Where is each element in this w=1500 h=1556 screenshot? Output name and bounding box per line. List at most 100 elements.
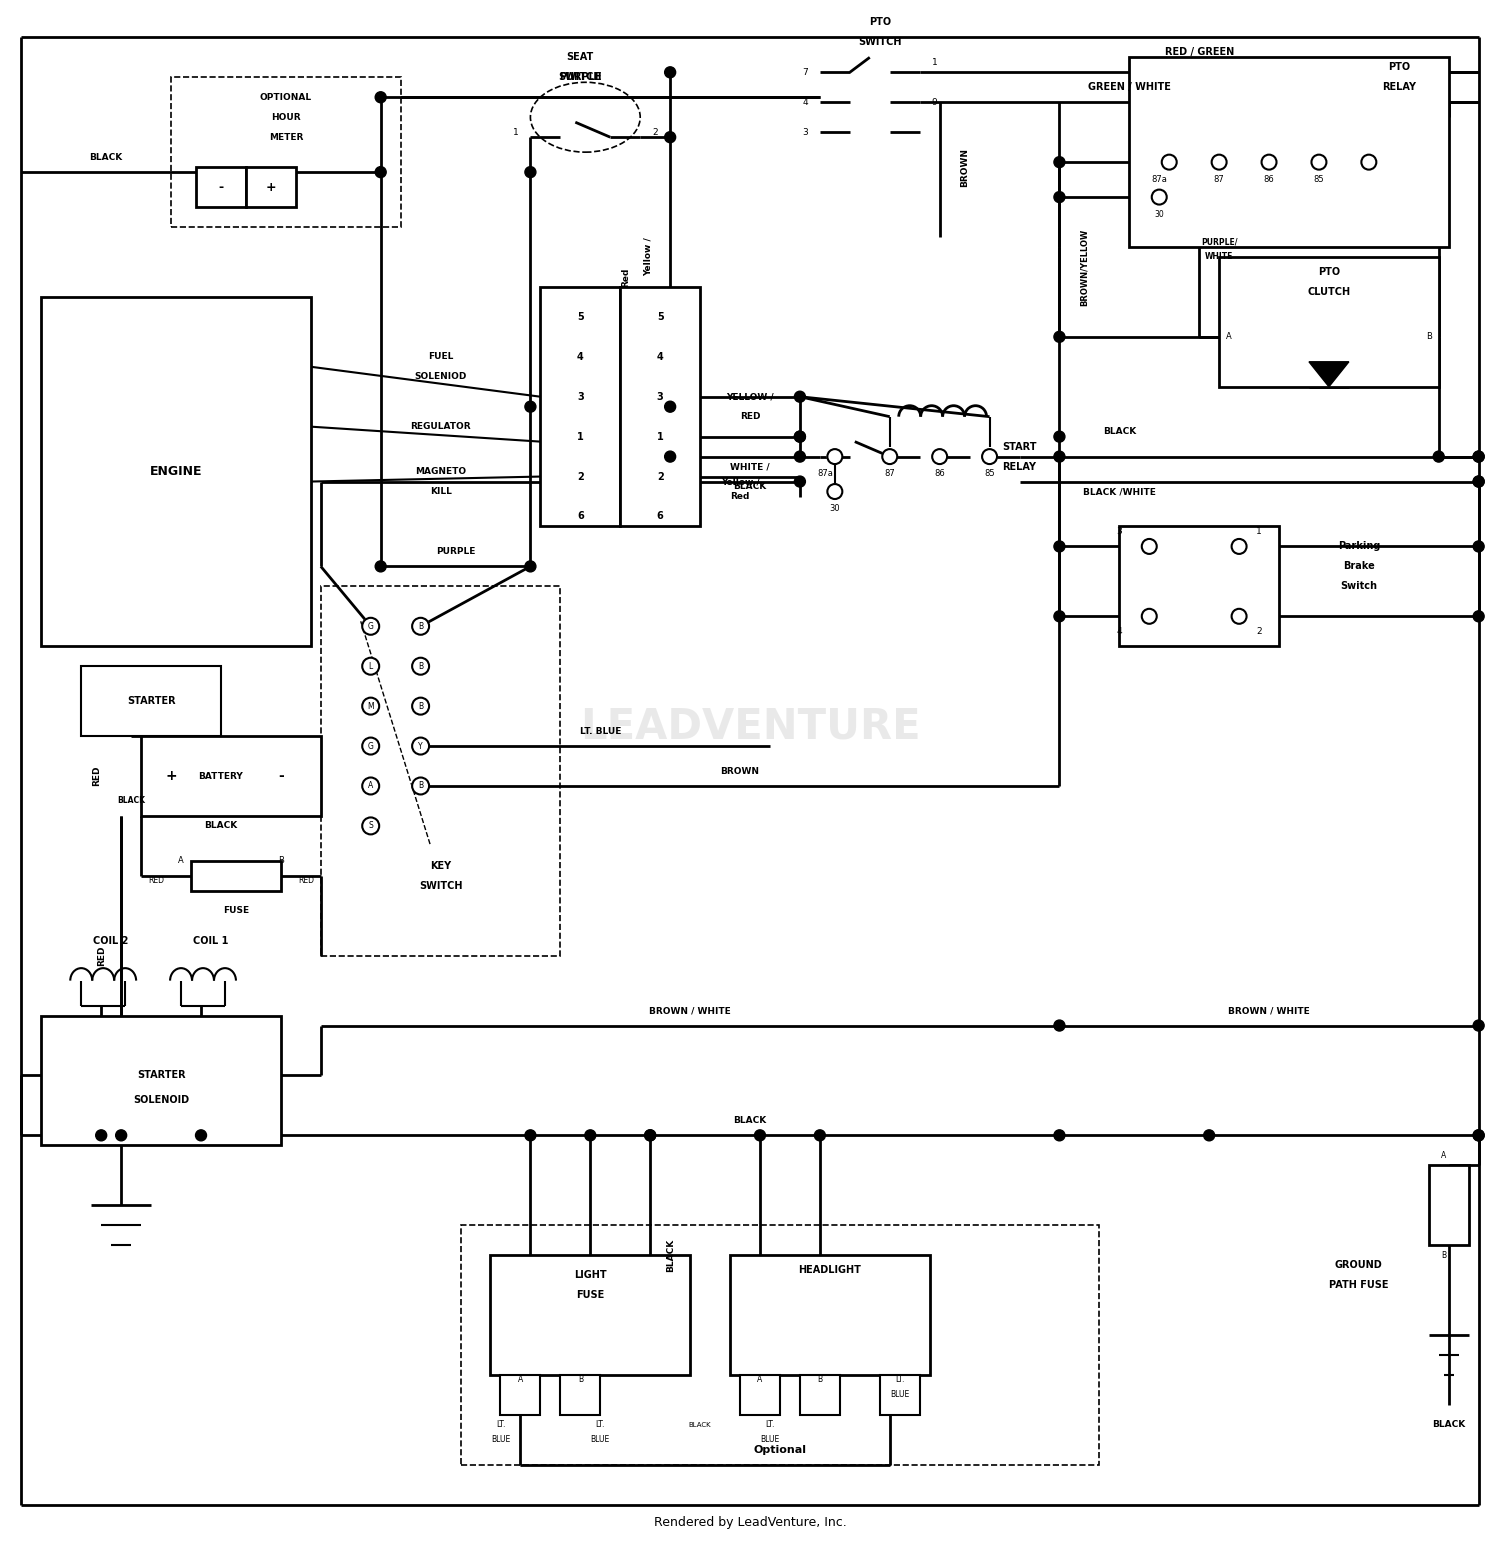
Text: B: B xyxy=(1442,1251,1446,1260)
Text: S: S xyxy=(369,822,374,831)
Text: 30: 30 xyxy=(830,504,840,513)
Text: SEAT: SEAT xyxy=(567,53,594,62)
Text: Y: Y xyxy=(419,742,423,750)
Text: B: B xyxy=(1426,333,1431,341)
Text: RELAY: RELAY xyxy=(1002,462,1036,471)
Text: BLACK: BLACK xyxy=(1432,1421,1466,1430)
Bar xyxy=(1119,526,1280,646)
Circle shape xyxy=(525,560,536,573)
Circle shape xyxy=(413,697,429,714)
Text: LT.: LT. xyxy=(496,1421,506,1430)
Circle shape xyxy=(1432,451,1444,462)
Circle shape xyxy=(1054,1021,1065,1032)
Text: SWITCH: SWITCH xyxy=(858,37,901,47)
Circle shape xyxy=(1473,541,1484,552)
Text: GREEN / WHITE: GREEN / WHITE xyxy=(1088,82,1170,92)
Text: B: B xyxy=(419,781,423,790)
Text: A: A xyxy=(178,856,184,865)
Bar xyxy=(490,1256,690,1376)
Circle shape xyxy=(1232,608,1246,624)
Text: 4: 4 xyxy=(657,352,663,363)
Circle shape xyxy=(585,1130,596,1141)
Text: 9: 9 xyxy=(932,98,938,107)
Text: 6: 6 xyxy=(578,512,584,521)
Circle shape xyxy=(828,484,843,499)
Text: RED / GREEN: RED / GREEN xyxy=(1164,47,1234,58)
Text: Brake: Brake xyxy=(1342,562,1374,571)
Bar xyxy=(561,1376,600,1414)
Text: 1: 1 xyxy=(513,128,519,137)
Text: -: - xyxy=(278,769,284,783)
Bar xyxy=(141,736,321,815)
Text: B: B xyxy=(278,856,284,865)
Circle shape xyxy=(664,67,675,78)
Text: L: L xyxy=(369,661,374,671)
Text: BLACK: BLACK xyxy=(734,1116,766,1125)
Circle shape xyxy=(1142,538,1156,554)
Circle shape xyxy=(375,166,386,177)
Circle shape xyxy=(1054,431,1065,442)
Text: FUSE: FUSE xyxy=(224,906,249,915)
Circle shape xyxy=(1362,154,1377,170)
Text: COIL 2: COIL 2 xyxy=(93,935,129,946)
Text: BROWN / WHITE: BROWN / WHITE xyxy=(1228,1007,1310,1015)
Text: BLACK: BLACK xyxy=(90,152,123,162)
Circle shape xyxy=(982,450,998,464)
Bar xyxy=(42,1016,280,1145)
Circle shape xyxy=(795,431,806,442)
Text: 87: 87 xyxy=(885,468,896,478)
Circle shape xyxy=(664,401,675,412)
Polygon shape xyxy=(1310,363,1348,387)
Circle shape xyxy=(413,738,429,755)
Circle shape xyxy=(1054,612,1065,622)
Circle shape xyxy=(362,697,380,714)
Circle shape xyxy=(645,1130,656,1141)
Circle shape xyxy=(1152,190,1167,204)
Text: SOLENOID: SOLENOID xyxy=(134,1095,189,1105)
Text: 6: 6 xyxy=(657,512,663,521)
Text: BLUE: BLUE xyxy=(591,1435,610,1444)
Bar xyxy=(460,1225,1100,1464)
Text: LT.: LT. xyxy=(765,1421,774,1430)
Circle shape xyxy=(116,1130,126,1141)
Text: 4: 4 xyxy=(1116,627,1122,636)
Text: FUEL: FUEL xyxy=(427,352,453,361)
Text: BROWN: BROWN xyxy=(960,148,969,187)
Text: Switch: Switch xyxy=(1341,582,1377,591)
Circle shape xyxy=(795,391,806,401)
Text: HEADLIGHT: HEADLIGHT xyxy=(798,1265,861,1274)
Text: 5: 5 xyxy=(657,311,663,322)
Text: WHITE: WHITE xyxy=(1204,252,1233,261)
Text: B: B xyxy=(419,661,423,671)
Text: SWITCH: SWITCH xyxy=(419,881,462,890)
Bar xyxy=(501,1376,540,1414)
Text: KILL: KILL xyxy=(429,487,451,496)
Circle shape xyxy=(525,166,536,177)
Text: START: START xyxy=(1002,442,1036,451)
Text: 86: 86 xyxy=(934,468,945,478)
Text: LIGHT: LIGHT xyxy=(574,1270,606,1281)
Text: SOLENIOD: SOLENIOD xyxy=(414,372,466,381)
Circle shape xyxy=(795,451,806,462)
Bar xyxy=(196,166,246,207)
Text: PURPLE: PURPLE xyxy=(560,72,602,82)
Circle shape xyxy=(1473,451,1484,462)
Text: SWITCH: SWITCH xyxy=(558,72,602,82)
Circle shape xyxy=(815,1130,825,1141)
Circle shape xyxy=(362,738,380,755)
Text: LEADVENTURE: LEADVENTURE xyxy=(579,705,921,747)
Bar xyxy=(1428,1165,1468,1245)
Bar xyxy=(42,297,310,646)
Text: RED: RED xyxy=(298,876,314,885)
Circle shape xyxy=(362,658,380,675)
Text: HOUR: HOUR xyxy=(272,112,300,121)
Circle shape xyxy=(525,1130,536,1141)
Circle shape xyxy=(645,1130,656,1141)
Text: A: A xyxy=(1442,1151,1446,1159)
Text: Yellow /: Yellow / xyxy=(644,238,652,277)
Circle shape xyxy=(195,1130,207,1141)
Text: 3: 3 xyxy=(578,392,584,401)
Text: Parking: Parking xyxy=(1338,541,1380,551)
Text: OPTIONAL: OPTIONAL xyxy=(260,93,312,101)
Bar xyxy=(800,1376,840,1414)
